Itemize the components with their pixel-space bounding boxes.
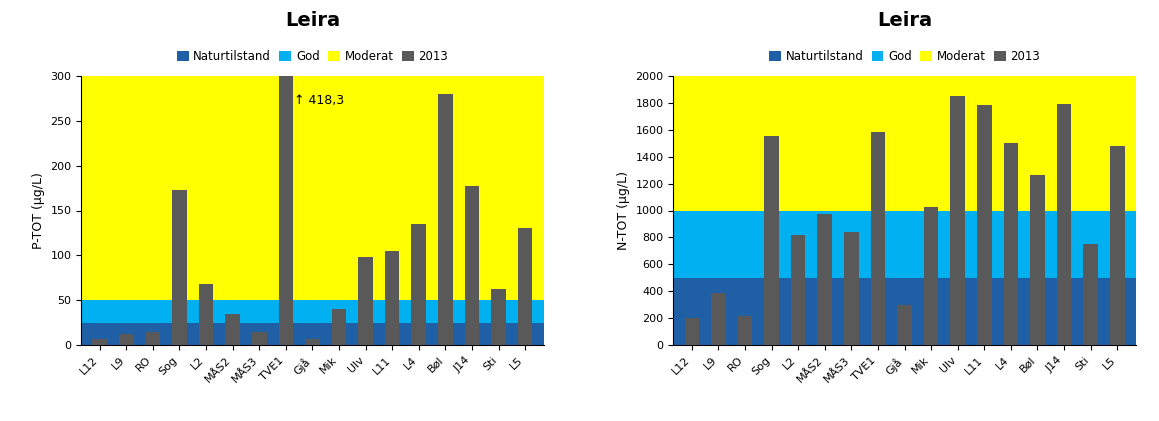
Bar [1030, 176, 1044, 345]
Bar [1057, 104, 1071, 345]
Bar [491, 289, 505, 345]
Bar [465, 186, 479, 345]
Bar [897, 306, 912, 345]
Bar [331, 309, 347, 345]
Bar [438, 94, 453, 345]
Text: ↑ 418,3: ↑ 418,3 [294, 94, 344, 107]
Bar [385, 251, 400, 345]
Bar [673, 210, 1136, 278]
Bar [924, 207, 939, 345]
Bar [817, 214, 832, 345]
Bar [225, 314, 240, 345]
Bar [790, 235, 806, 345]
Bar [81, 323, 544, 345]
Y-axis label: P-TOT (µg/L): P-TOT (µg/L) [31, 172, 45, 249]
Bar [518, 229, 532, 345]
Bar [81, 300, 544, 323]
Title: Leira: Leira [285, 11, 340, 30]
Bar [93, 339, 107, 345]
Bar [199, 284, 213, 345]
Legend: Naturtilstand, God, Moderat, 2013: Naturtilstand, God, Moderat, 2013 [172, 45, 453, 68]
Bar [278, 76, 293, 345]
Bar [1084, 244, 1098, 345]
Bar [844, 232, 859, 345]
Bar [673, 278, 1136, 345]
Bar [950, 96, 965, 345]
Bar [1110, 146, 1124, 345]
Bar [411, 224, 427, 345]
Bar [358, 257, 373, 345]
Bar [1004, 143, 1018, 345]
Bar [173, 190, 187, 345]
Bar [119, 334, 133, 345]
Bar [305, 339, 320, 345]
Bar [977, 105, 992, 345]
Bar [252, 332, 267, 345]
Bar [685, 318, 699, 345]
Bar [870, 132, 885, 345]
Legend: Naturtilstand, God, Moderat, 2013: Naturtilstand, God, Moderat, 2013 [764, 45, 1045, 68]
Bar [764, 136, 779, 345]
Y-axis label: N-TOT (µg/L): N-TOT (µg/L) [617, 171, 629, 250]
Title: Leira: Leira [877, 11, 932, 30]
Bar [738, 316, 752, 345]
Bar [712, 293, 726, 345]
Bar [146, 332, 160, 345]
